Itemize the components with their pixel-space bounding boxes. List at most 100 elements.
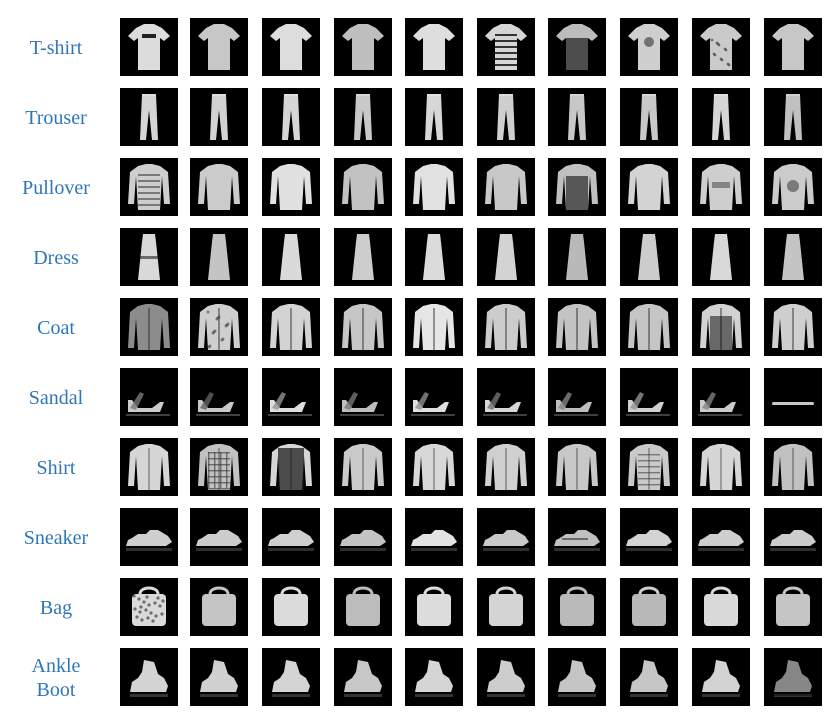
sandal-icon [196,392,240,416]
sandal-icon [483,392,527,416]
row-label-bag: Bag [39,597,73,619]
sneaker-icon [268,530,314,551]
row-label-sandal: Sandal [28,387,84,409]
row-coat: Coat [0,298,832,358]
sneaker-thumbnail-6 [477,508,535,566]
row-label-coat: Coat [37,317,75,339]
row-label-shirt: Shirt [36,457,76,479]
pullover-icon [128,164,170,210]
pullover-icon [198,164,240,210]
trouser-thumbnail-5 [405,88,463,146]
coat-icon [270,304,312,350]
coat-thumbnail-8 [620,298,678,356]
coat-icon [485,304,527,350]
bag-thumbnail-1 [120,578,178,636]
sneaker-icon [554,530,600,551]
shirt-icon [270,444,312,490]
ankle-boot-thumbnail-7 [548,648,606,706]
trouser-icon [354,94,372,140]
tshirt-thumbnail-2 [190,18,248,76]
bag-icon [632,586,666,626]
row-sandal: Sandal [0,368,832,428]
tshirt-icon [413,24,455,70]
bag-icon [704,586,738,626]
shirt-icon [628,444,670,490]
dress-thumbnail-3 [262,228,320,286]
sandal-icon [772,402,814,405]
shirt-thumbnail-2 [190,438,248,496]
ankle-boot-icon [630,660,668,697]
pullover-thumbnail-1 [120,158,178,216]
dress-icon [208,234,230,280]
bag-thumbnail-9 [692,578,750,636]
bag-thumbnail-2 [190,578,248,636]
coat-thumbnail-6 [477,298,535,356]
ankle-boot-thumbnail-10 [764,648,822,706]
row-shirt: Shirt [0,438,832,498]
bag-thumbnail-7 [548,578,606,636]
tshirt-thumbnail-3 [262,18,320,76]
sandal-thumbnail-7 [548,368,606,426]
tshirt-icon [270,24,312,70]
trouser-icon [497,94,515,140]
sneaker-thumbnail-3 [262,508,320,566]
tshirt-icon [628,24,670,70]
shirt-thumbnail-7 [548,438,606,496]
sandal-thumbnail-1 [120,368,178,426]
dress-icon [710,234,732,280]
coat-thumbnail-5 [405,298,463,356]
trouser-thumbnail-3 [262,88,320,146]
coat-thumbnail-9 [692,298,750,356]
ankle-boot-icon [558,660,596,697]
ankle-boot-thumbnail-5 [405,648,463,706]
ankle-boot-icon [415,660,453,697]
coat-thumbnail-7 [548,298,606,356]
shirt-thumbnail-4 [334,438,392,496]
tshirt-icon [198,24,240,70]
dress-thumbnail-9 [692,228,750,286]
ankle-boot-thumbnail-3 [262,648,320,706]
shirt-thumbnail-9 [692,438,750,496]
ankle-boot-thumbnail-9 [692,648,750,706]
tshirt-icon [556,24,598,70]
sneaker-thumbnail-9 [692,508,750,566]
shirt-icon [342,444,384,490]
trouser-thumbnail-9 [692,88,750,146]
ankle-boot-icon [702,660,740,697]
trouser-thumbnail-8 [620,88,678,146]
coat-thumbnail-1 [120,298,178,356]
bag-icon [489,586,523,626]
sneaker-icon [483,530,529,551]
pullover-thumbnail-3 [262,158,320,216]
sneaker-icon [698,530,744,551]
trouser-thumbnail-7 [548,88,606,146]
row-label-tshirt: T-shirt [29,37,83,59]
row-tshirt: T-shirt [0,18,832,78]
tshirt-thumbnail-4 [334,18,392,76]
trouser-icon [784,94,802,140]
tshirt-icon [342,24,384,70]
ankle-boot-thumbnail-8 [620,648,678,706]
trouser-icon [140,94,158,140]
ankle-boot-icon [272,660,310,697]
dress-thumbnail-5 [405,228,463,286]
dress-icon [138,234,160,280]
coat-icon [342,304,384,350]
trouser-icon [712,94,730,140]
coat-thumbnail-4 [334,298,392,356]
tshirt-thumbnail-6 [477,18,535,76]
sandal-icon [698,392,742,416]
shirt-icon [198,444,240,490]
bag-thumbnail-8 [620,578,678,636]
dress-thumbnail-4 [334,228,392,286]
sneaker-icon [340,530,386,551]
coat-thumbnail-2 [190,298,248,356]
ankle-boot-thumbnail-1 [120,648,178,706]
bag-icon [274,586,308,626]
ankle-boot-icon [774,660,812,697]
trouser-icon [210,94,228,140]
pullover-thumbnail-8 [620,158,678,216]
sneaker-thumbnail-8 [620,508,678,566]
bag-icon [132,586,166,626]
sneaker-thumbnail-1 [120,508,178,566]
